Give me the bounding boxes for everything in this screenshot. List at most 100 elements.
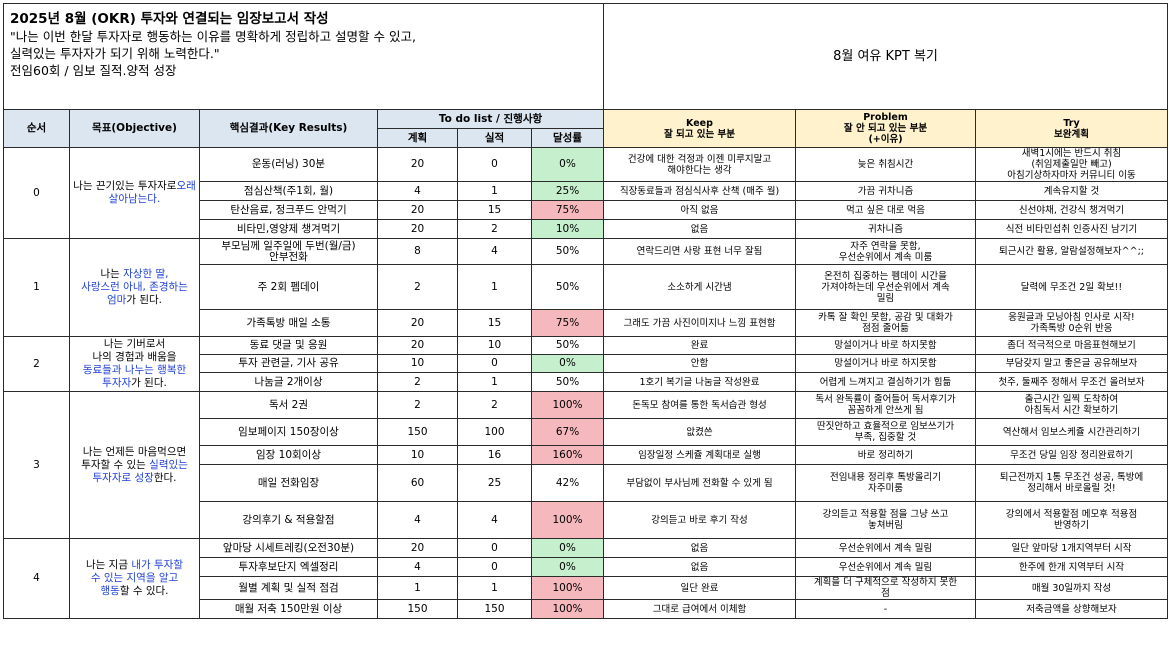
sheet-title: 2025년 8월 (OKR) 투자와 연결되는 임장보고서 작성 xyxy=(10,11,329,27)
problem-cell: 늦은 취침시간 xyxy=(795,147,976,182)
table-row: 2 나는 기버로서 나의 경험과 배움을 동료들과 나누는 행복한 투자자가 된다. 동료… xyxy=(3,336,1168,392)
keep-cell: 앖켰쓴 xyxy=(603,418,796,446)
keep-cell: 그래도 가끔 사진이미지나 느낌 표현함 xyxy=(603,309,796,337)
keep-cell: 안함 xyxy=(603,354,796,373)
keep-cell: 부담없이 부사님께 전화할 수 있게 됨 xyxy=(603,464,796,502)
objective-cell: 나는 언제든 마음먹으면 투자할 수 있는 실력있는 투자자로 성장한다. xyxy=(69,391,200,539)
problem-sub: 잘 안 되고 있는 부분 xyxy=(843,123,928,134)
quote-line-1: "나는 이번 한달 투자자로 행동하는 이유를 명확하게 정립하고 설명할 수 … xyxy=(10,29,416,44)
problem-cell: 딴짓안하고 효율적으로 임보쓰기가 부족, 집중할 것 xyxy=(795,418,976,446)
try-cell: 새벽1시에는 반드시 취침 (취임제출일만 빼고) 아침기상하자마자 커뮤니티 이동 xyxy=(975,147,1168,182)
try-cell: 퇴근전까지 1통 무조건 성공, 톡방에 정리해서 바로올릴 것! xyxy=(975,464,1168,502)
objective-text-end: 가 된다. xyxy=(126,294,162,306)
rate-cell: 100% xyxy=(531,599,604,619)
problem-cell: 귀차니즘 xyxy=(795,219,976,239)
objective-text-end: 할 수 있다. xyxy=(119,585,169,597)
actual-cell: 15 xyxy=(457,309,532,337)
table-row: 월별 계획 및 실적 점검 1 1 100% 일단 완료 계획을 더 구체적으로 작성하지… xyxy=(4,576,1168,600)
actual-cell: 1 xyxy=(457,264,532,310)
objective-text: 나는 기버로서 나의 경험과 배움을 xyxy=(92,338,177,363)
actual-cell: 25 xyxy=(457,464,532,502)
actual-cell: 0 xyxy=(457,538,532,558)
plan-cell: 4 xyxy=(377,557,458,577)
actual-cell: 1 xyxy=(457,181,532,201)
try-cell: 한주에 한개 지역부터 시작 xyxy=(975,557,1168,577)
key-result-cell: 투자 관련글, 기사 공유 xyxy=(199,354,378,373)
try-cell: 계속유지할 것 xyxy=(975,181,1168,201)
key-result-cell: 앞마당 시세트레킹(오전30분) xyxy=(199,538,378,558)
goal-line: 전임60회 / 임보 질적.양적 성장 xyxy=(10,63,177,78)
plan-cell: 1 xyxy=(377,576,458,600)
actual-cell: 1 xyxy=(457,576,532,600)
table-row: 투자 관련글, 기사 공유 10 0 0% 안함 망설이거나 바로 하지못함 부담갖지 말고… xyxy=(4,354,1168,373)
order-cell: 4 xyxy=(3,538,70,619)
plan-cell: 10 xyxy=(377,445,458,465)
try-cell: 부담갖지 말고 좋은글 공유해보자 xyxy=(975,354,1168,373)
key-result-cell: 매월 저축 150만원 이상 xyxy=(199,599,378,619)
col-rate: 달성률 xyxy=(531,128,604,148)
plan-cell: 20 xyxy=(377,147,458,182)
rate-cell: 50% xyxy=(531,336,604,355)
try-cell: 출근시간 일찍 도착하여 아침독서 시간 확보하기 xyxy=(975,391,1168,419)
actual-cell: 2 xyxy=(457,391,532,419)
objective-text-end: 한다. xyxy=(153,471,177,484)
actual-cell: 16 xyxy=(457,445,532,465)
try-title: Try xyxy=(1063,117,1080,129)
rate-cell: 160% xyxy=(531,445,604,465)
try-cell: 첫주, 둘째주 정해서 무조건 올려보자 xyxy=(975,372,1168,392)
col-plan: 계획 xyxy=(377,128,458,148)
problem-cell: 우선순위에서 계속 밀림 xyxy=(795,538,976,558)
actual-cell: 0 xyxy=(457,354,532,373)
plan-cell: 20 xyxy=(377,336,458,355)
actual-cell: 2 xyxy=(457,219,532,239)
keep-cell: 아직 없음 xyxy=(603,200,796,220)
actual-cell: 150 xyxy=(457,599,532,619)
col-todo: To do list / 진행사항 xyxy=(377,109,604,129)
rate-cell: 0% xyxy=(531,354,604,373)
order-cell: 1 xyxy=(3,238,70,337)
rate-cell: 50% xyxy=(531,238,604,265)
problem-cell: 강의듣고 적용할 점을 그냥 쓰고 놓쳐버림 xyxy=(795,501,976,539)
key-result-cell: 임장 10회이상 xyxy=(199,445,378,465)
objective-cell: 나는 끈기있는 투자자로오래 살아남는다. xyxy=(69,147,200,239)
actual-cell: 15 xyxy=(457,200,532,220)
actual-cell: 1 xyxy=(457,372,532,392)
col-key-results: 핵심결과(Key Results) xyxy=(199,109,378,148)
keep-cell: 1호기 복기글 나눔글 작성완료 xyxy=(603,372,796,392)
problem-cell: 우선순위에서 계속 밀림 xyxy=(795,557,976,577)
rate-cell: 50% xyxy=(531,264,604,310)
key-result-cell: 비타민,영양제 챙겨먹기 xyxy=(199,219,378,239)
col-objective: 목표(Objective) xyxy=(69,109,200,148)
plan-cell: 10 xyxy=(377,354,458,373)
problem-cell: 계획을 더 구체적으로 작성하지 못한 점 xyxy=(795,576,976,600)
key-result-cell: 투자후보단지 엑셀정리 xyxy=(199,557,378,577)
plan-cell: 60 xyxy=(377,464,458,502)
actual-cell: 100 xyxy=(457,418,532,446)
plan-cell: 4 xyxy=(377,501,458,539)
try-cell: 달력에 무조건 2일 확보!! xyxy=(975,264,1168,310)
actual-cell: 4 xyxy=(457,501,532,539)
key-result-cell: 운동(러닝) 30분 xyxy=(199,147,378,182)
plan-cell: 2 xyxy=(377,264,458,310)
key-result-cell: 탄산음료, 정크푸드 안먹기 xyxy=(199,200,378,220)
rate-cell: 42% xyxy=(531,464,604,502)
try-cell: 좀더 적극적으로 마음표현해보기 xyxy=(975,336,1168,355)
problem-cell: 온전히 집중하는 펨데이 시간을 가져야하는데 우선순위에서 계속 밀림 xyxy=(795,264,976,310)
key-result-cell: 주 2회 펨데이 xyxy=(199,264,378,310)
keep-cell: 없음 xyxy=(603,557,796,577)
key-result-cell: 부모님께 일주일에 두번(월/금) 안부전화 xyxy=(199,238,378,265)
actual-cell: 0 xyxy=(457,557,532,577)
rate-cell: 0% xyxy=(531,538,604,558)
problem-cell: 바로 정리하기 xyxy=(795,445,976,465)
rate-cell: 0% xyxy=(531,147,604,182)
table-row: 나눔글 2개이상 2 1 50% 1호기 복기글 나눔글 작성완료 어렵게 느껴지고 결심… xyxy=(4,372,1168,392)
keep-cell: 건강에 대한 걱정과 이젠 미루지말고 해야한다는 생각 xyxy=(603,147,796,182)
key-result-cell: 독서 2권 xyxy=(199,391,378,419)
keep-cell: 연락드리면 사랑 표현 너무 잘됨 xyxy=(603,238,796,265)
objective-highlight: 오래 살아남는다. xyxy=(108,180,196,205)
try-sub: 보완계획 xyxy=(1054,128,1089,140)
try-cell: 응원글과 모닝아침 인사로 시작! 가족톡방 0순위 반응 xyxy=(975,309,1168,337)
col-problem: Problem 잘 안 되고 있는 부분 (+이유) xyxy=(795,109,976,148)
problem-cell: 가끔 귀차니즘 xyxy=(795,181,976,201)
key-result-cell: 나눔글 2개이상 xyxy=(199,372,378,392)
